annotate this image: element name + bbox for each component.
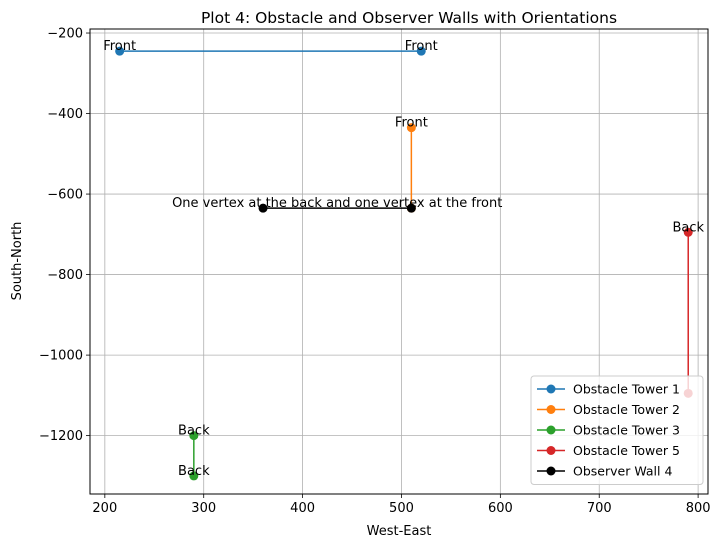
series-point [406,123,416,133]
legend-swatch-marker [546,405,556,414]
series-point [115,46,125,56]
series-point [189,431,199,441]
x-tick-label: 200 [92,501,117,516]
y-tick-label: −400 [47,107,83,122]
plot-frame [89,28,709,495]
axis-ticks: 200 300 400 500 600 700 800 −200 −400 −600 −800 −10… [39,27,711,516]
legend-swatch-marker [546,466,556,476]
x-tick-label: 800 [686,501,711,516]
series-point [189,471,199,481]
x-tick-label: 300 [191,501,216,516]
x-axis-label: West-East [367,524,432,539]
annotation-label: Back [178,424,210,439]
legend: Obstacle Tower 1 Obstacle Tower 2 Obstacle… [530,375,704,485]
legend-swatch-marker [546,384,556,394]
legend-label: Obstacle Tower 1 [573,382,680,397]
legend-label: Observer Wall 4 [573,464,672,479]
series-layer [115,46,693,481]
x-tick-label: 700 [587,501,612,516]
annotation-label: Front [405,39,438,54]
legend-swatch-marker [546,446,556,455]
legend-frame [530,375,704,485]
legend-swatch-marker [546,425,556,435]
annotation-label: Front [395,116,428,131]
y-tick-label: −200 [47,27,83,42]
legend-label: Obstacle Tower 5 [573,443,680,458]
x-tick-label: 600 [488,501,513,516]
annotation-label: Front [103,39,136,54]
y-tick-label: −1200 [39,429,83,444]
annotation-layer: Front Front Front One vertex at the back an… [103,39,704,479]
annotation-label: One vertex at the back and one vertex at… [172,196,502,211]
series-point [683,227,693,237]
chart-title: Plot 4: Obstacle and Observer Walls with… [201,9,617,27]
legend-label: Obstacle Tower 3 [573,423,680,438]
y-tick-label: −1000 [39,349,83,364]
legend-label: Obstacle Tower 2 [573,402,680,417]
series-point [406,203,416,213]
x-tick-label: 500 [389,501,414,516]
y-tick-label: −600 [47,188,83,203]
x-tick-label: 400 [290,501,315,516]
y-axis-label: South-North [10,222,25,301]
y-tick-label: −800 [47,268,83,283]
annotation-label: Back [672,220,704,235]
annotation-label: Back [178,464,210,479]
series-point [416,46,426,56]
series-point [258,203,268,213]
